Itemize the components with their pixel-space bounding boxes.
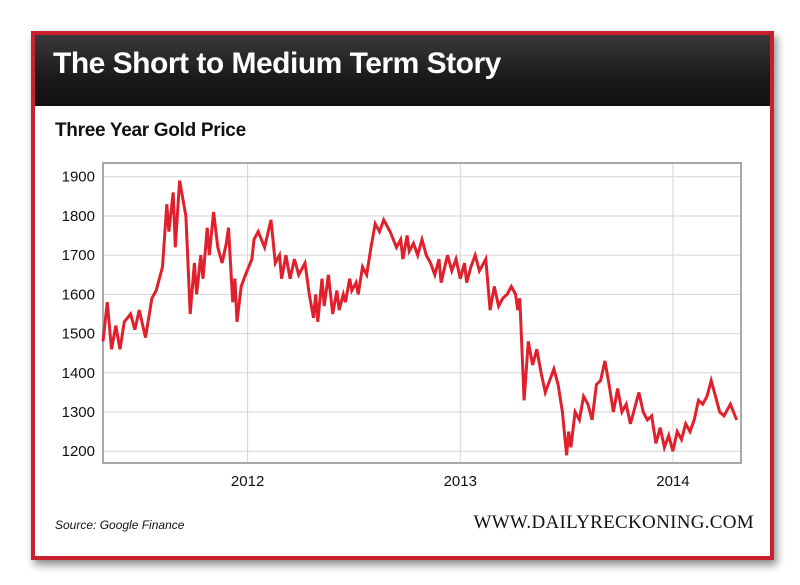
y-tick-label: 1400	[62, 365, 95, 382]
page-title: The Short to Medium Term Story	[53, 47, 501, 80]
header-banner: The Short to Medium Term Story	[35, 35, 770, 106]
x-tick-label: 2013	[444, 473, 477, 490]
site-url: WWW.DAILYRECKONING.COM	[473, 512, 754, 533]
y-tick-label: 1300	[62, 404, 95, 421]
y-tick-label: 1800	[62, 208, 95, 225]
gold-price-line	[101, 180, 739, 456]
y-tick-label: 1200	[62, 443, 95, 460]
x-tick-label: 2014	[656, 473, 689, 490]
y-tick-label: 1600	[62, 286, 95, 303]
source-note: Source: Google Finance	[55, 518, 185, 532]
plot-area	[102, 162, 742, 464]
chart-card: The Short to Medium Term Story Three Yea…	[31, 31, 774, 560]
plot-border	[102, 162, 742, 464]
x-tick-label: 2012	[231, 473, 264, 490]
y-tick-label: 1500	[62, 326, 95, 343]
y-tick-label: 1700	[62, 247, 95, 264]
gold-price-chart: 1900 1800 1700 1600 1500 1400 1300 1200 2012 2013…	[62, 162, 742, 490]
y-tick-label: 1900	[62, 169, 95, 186]
chart-title: Three Year Gold Price	[55, 120, 246, 141]
